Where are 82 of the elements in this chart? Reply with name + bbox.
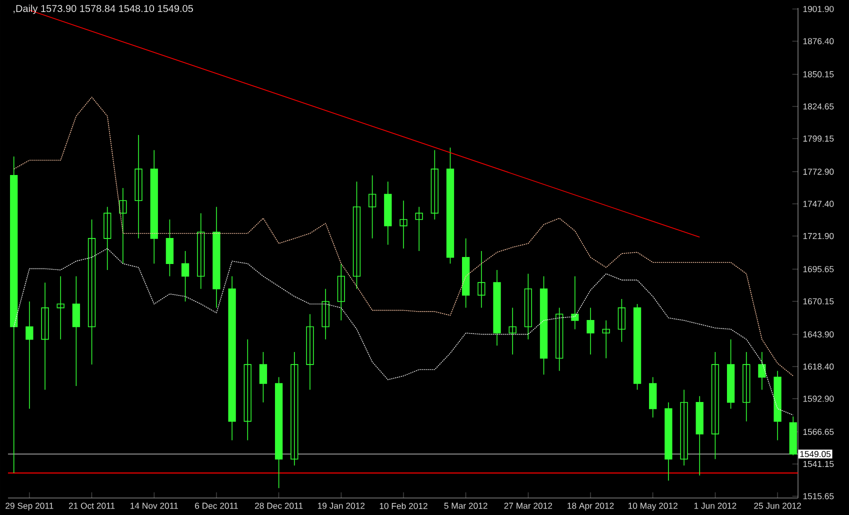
candlestick (415, 206, 423, 252)
candlestick (166, 219, 174, 277)
x-tick-label: 10 May 2012 (628, 502, 678, 511)
candlestick (104, 206, 112, 270)
candlestick (244, 338, 252, 441)
y-tick-label: 1541.15 (803, 460, 834, 468)
x-tick-label: 21 Oct 2011 (68, 502, 115, 509)
candlestick (197, 212, 205, 290)
candlestick (618, 298, 626, 342)
candlestick (10, 156, 18, 474)
y-tick-label: 1643.90 (803, 331, 834, 338)
candlestick (368, 174, 376, 239)
candlestick (571, 276, 579, 330)
candlestick (726, 338, 735, 410)
y-tick-label: 1772.90 (803, 168, 834, 175)
candlestick (384, 181, 392, 246)
candlestick (446, 147, 454, 264)
candlestick (742, 352, 750, 422)
candlestick (72, 276, 80, 386)
candlestick (649, 376, 657, 418)
candlestick (524, 273, 532, 340)
candlestick (556, 307, 564, 372)
y-tick-label: 1747.40 (803, 200, 834, 207)
x-tick-label: 10 Feb 2012 (380, 502, 428, 510)
candlestick (134, 134, 142, 239)
candlestick (290, 352, 298, 466)
candlestick (119, 188, 127, 264)
x-tick-label: 27 Mar 2012 (504, 502, 552, 509)
ref-line-label: 1549.05 (800, 450, 831, 458)
y-tick-label: 1876.40 (803, 38, 834, 44)
candlestick (602, 320, 610, 359)
candlestick (322, 288, 330, 340)
y-tick-label: 1901.90 (803, 6, 834, 12)
y-tick-label: 1824.65 (803, 103, 834, 110)
candlestick (274, 376, 283, 489)
candlestick (493, 270, 501, 346)
y-tick-label: 1695.65 (803, 266, 834, 272)
chart-title: ,Daily 1573.90 1578.84 1548.10 1549.05 (14, 4, 193, 14)
x-tick-label: 6 Dec 2011 (195, 502, 238, 509)
candlestick (88, 219, 96, 365)
y-tick-label: 1515.65 (803, 493, 834, 500)
y-tick-label: 1799.15 (803, 136, 834, 142)
candlestick (758, 352, 766, 390)
y-tick-label: 1592.90 (803, 396, 834, 402)
y-tick-label: 1721.90 (803, 232, 834, 240)
candlestick (508, 307, 516, 355)
candlestick (41, 282, 49, 390)
x-tick-label: 18 Apr 2012 (568, 502, 614, 511)
candlestick (789, 416, 797, 456)
y-tick-label: 1850.15 (803, 71, 834, 78)
candlestick (586, 307, 594, 355)
candlestick (212, 206, 220, 308)
candlestick (680, 389, 688, 466)
candlestick (352, 181, 361, 290)
x-tick-label: 19 Jan 2012 (318, 502, 365, 509)
candlestick (633, 304, 642, 390)
y-tick-label: 1566.65 (803, 428, 834, 435)
candlestick (696, 396, 704, 476)
y-tick-label: 1618.40 (803, 364, 834, 370)
candlestick (26, 301, 34, 410)
candlestick (56, 276, 64, 340)
candlestick (478, 250, 486, 308)
x-tick-label: 29 Sep 2011 (6, 502, 54, 511)
x-tick-label: 25 Jun 2012 (754, 502, 801, 509)
y-tick-label: 1670.15 (803, 298, 834, 304)
candlestick (337, 263, 345, 321)
x-tick-label: 14 Nov 2011 (130, 502, 178, 509)
x-tick-label: 1 Jun 2012 (694, 502, 736, 509)
x-tick-label: 28 Dec 2011 (254, 502, 303, 509)
candlestick (150, 150, 158, 264)
candlestick (259, 352, 268, 403)
candlestick (664, 402, 672, 481)
x-tick-label: 5 Mar 2012 (444, 502, 488, 509)
candlestick (774, 370, 782, 441)
candlestick (306, 314, 314, 390)
candlestick (228, 276, 236, 441)
candlestick (181, 250, 190, 302)
candlestick (400, 200, 408, 249)
candlestick (430, 150, 438, 220)
candlestick (540, 276, 548, 376)
candlestick (462, 238, 470, 308)
candlestick (711, 352, 720, 460)
